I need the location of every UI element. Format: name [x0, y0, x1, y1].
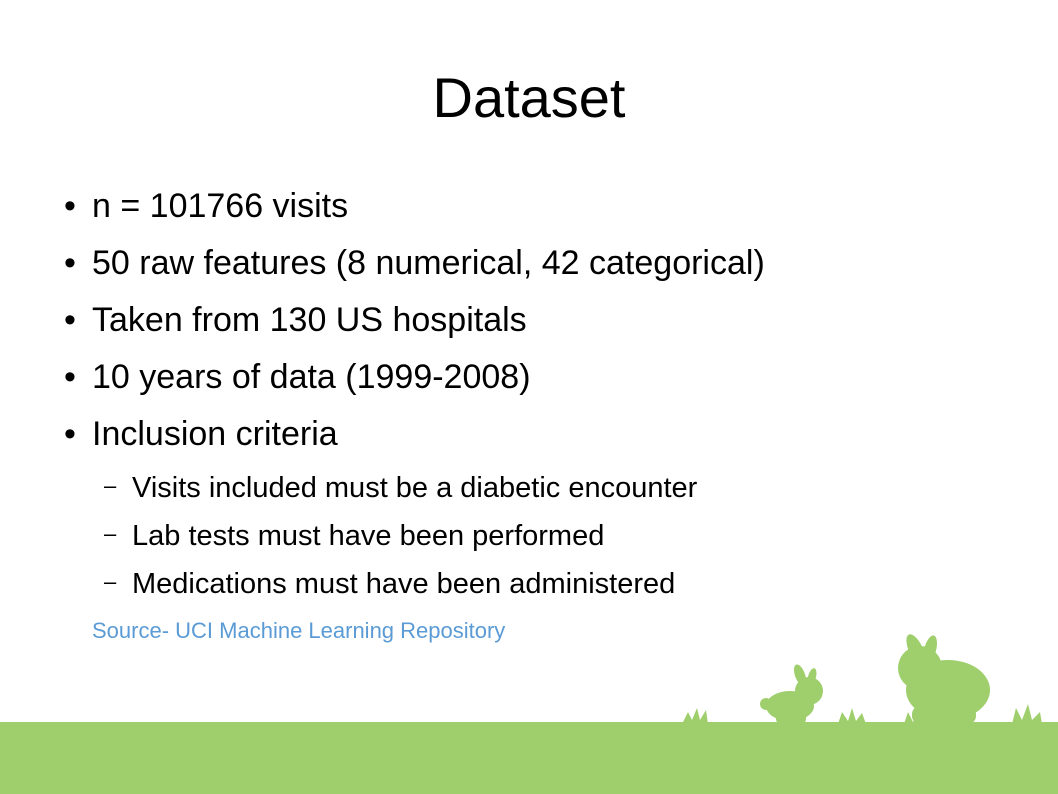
- bullet-item: • Inclusion criteria: [64, 414, 338, 454]
- bullet-text: 10 years of data (1999-2008): [92, 358, 531, 396]
- sub-bullet-text: Visits included must be a diabetic encou…: [132, 472, 698, 504]
- sub-bullet-text: Lab tests must have been performed: [132, 520, 605, 552]
- source-link[interactable]: Source- UCI Machine Learning Repository: [92, 618, 506, 643]
- bullet-dot-icon: •: [64, 187, 76, 225]
- bullet-item: • 50 raw features (8 numerical, 42 catego…: [64, 243, 765, 283]
- dash-icon: –: [104, 569, 117, 594]
- dash-icon: –: [104, 473, 117, 498]
- small-rabbit-icon: [760, 664, 823, 724]
- grass-tuft-icon: [838, 708, 866, 724]
- sub-bullet-item: – Lab tests must have been performed: [104, 517, 604, 553]
- bullet-text: n = 101766 visits: [92, 187, 349, 225]
- large-rabbit-icon: [898, 634, 990, 724]
- sub-bullet-item: – Visits included must be a diabetic enco…: [104, 469, 697, 505]
- bullet-item: • Taken from 130 US hospitals: [64, 300, 527, 340]
- bullet-text: 50 raw features (8 numerical, 42 categor…: [92, 244, 765, 282]
- bullet-text: Taken from 130 US hospitals: [92, 301, 527, 339]
- grass-strip: [0, 722, 1058, 794]
- sub-bullet-item: – Medications must have been administered: [104, 565, 675, 601]
- grass-tuft-icon: [1012, 704, 1042, 724]
- slide-title: Dataset: [432, 66, 626, 129]
- grass-tuft-icon: [682, 708, 708, 724]
- bullet-dot-icon: •: [64, 301, 76, 339]
- bullet-dot-icon: •: [64, 244, 76, 282]
- bullet-dot-icon: •: [64, 358, 76, 396]
- sub-bullet-text: Medications must have been administered: [132, 568, 676, 600]
- dash-icon: –: [104, 521, 117, 546]
- bullet-dot-icon: •: [64, 415, 76, 453]
- bullet-text: Inclusion criteria: [92, 415, 338, 453]
- bullet-item: • 10 years of data (1999-2008): [64, 357, 531, 397]
- bullet-item: • n = 101766 visits: [64, 186, 348, 226]
